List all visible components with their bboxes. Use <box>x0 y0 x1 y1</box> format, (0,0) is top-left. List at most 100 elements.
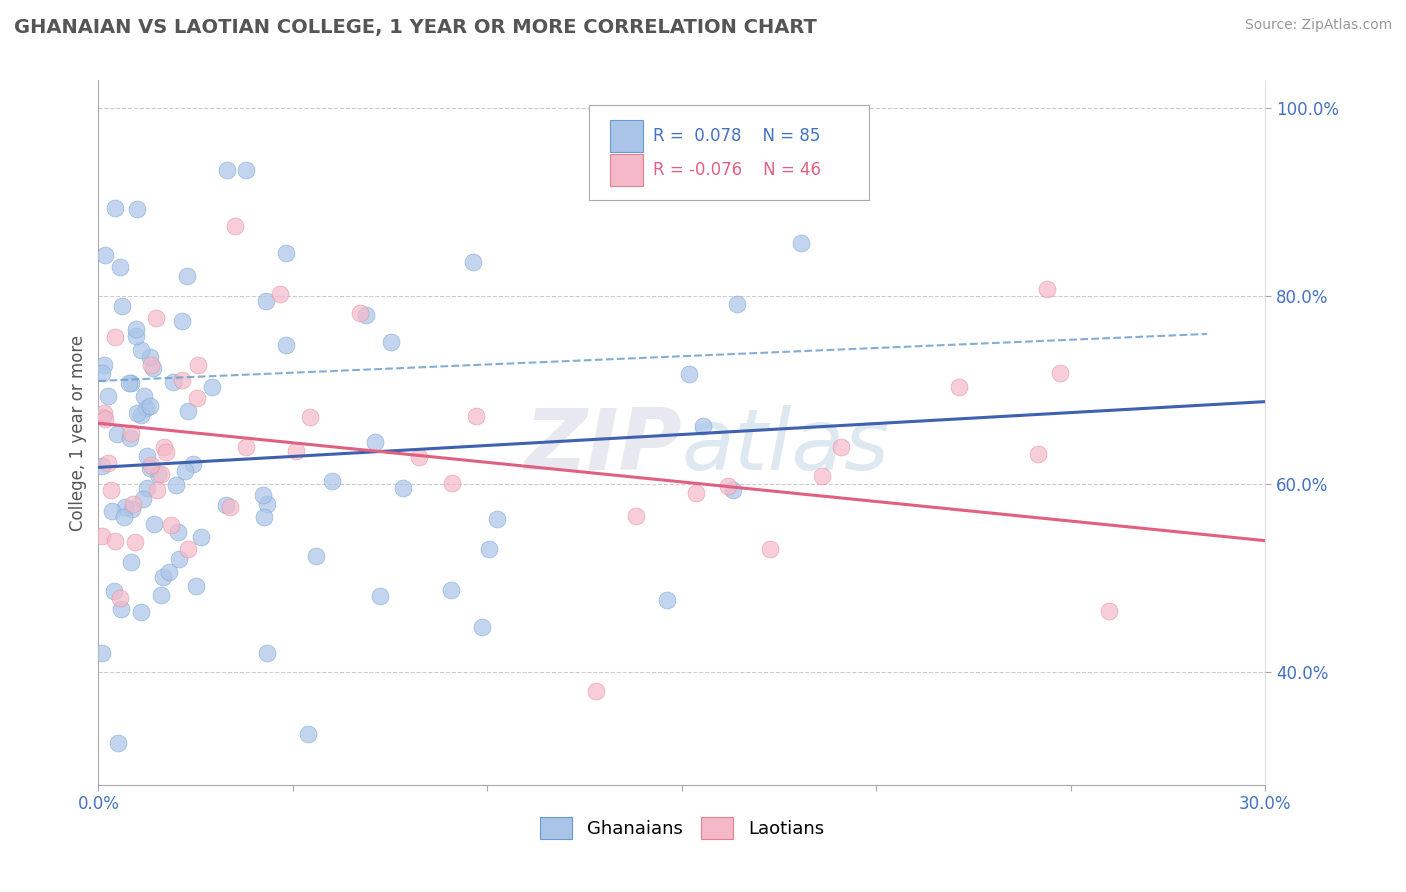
Point <box>139 358 162 372</box>
Point <box>297 727 319 741</box>
Point <box>252 488 274 502</box>
Point <box>132 388 155 402</box>
Point <box>157 565 180 579</box>
Point <box>149 467 172 482</box>
Point <box>269 287 291 301</box>
Point <box>380 334 402 349</box>
Point <box>486 512 509 526</box>
Point <box>131 409 153 423</box>
Legend: Ghanaians, Laotians: Ghanaians, Laotians <box>533 810 831 847</box>
Point <box>439 582 461 597</box>
Point <box>224 219 246 233</box>
Point <box>91 410 114 425</box>
Point <box>131 491 153 506</box>
Point <box>93 406 115 420</box>
Point <box>91 646 114 660</box>
Point <box>139 350 162 364</box>
Point <box>803 111 825 125</box>
Point <box>461 255 484 269</box>
Y-axis label: College, 1 year or more: College, 1 year or more <box>69 334 87 531</box>
Point <box>167 552 190 566</box>
Point <box>111 299 134 313</box>
Point <box>471 619 494 633</box>
Point <box>678 367 700 381</box>
Point <box>174 463 197 477</box>
Point <box>91 459 114 474</box>
Point <box>104 201 127 215</box>
FancyBboxPatch shape <box>589 105 869 200</box>
Point <box>129 605 152 619</box>
Point <box>253 510 276 524</box>
Point <box>692 418 714 433</box>
Point <box>146 467 169 482</box>
Point <box>256 497 278 511</box>
Point <box>186 392 208 406</box>
Point <box>101 504 124 518</box>
Point <box>110 260 132 274</box>
Point <box>121 497 143 511</box>
Point <box>948 380 970 394</box>
Point <box>165 477 187 491</box>
Point <box>441 476 464 491</box>
Point <box>811 469 834 483</box>
Point <box>107 736 129 750</box>
Point <box>152 440 174 454</box>
Point <box>685 485 707 500</box>
Point <box>177 542 200 557</box>
Point <box>125 202 148 216</box>
Point <box>321 475 343 489</box>
Point <box>114 500 136 514</box>
Point <box>108 591 131 605</box>
FancyBboxPatch shape <box>610 153 644 186</box>
Point <box>1028 447 1050 461</box>
Point <box>235 440 257 454</box>
Text: GHANAIAN VS LAOTIAN COLLEGE, 1 YEAR OR MORE CORRELATION CHART: GHANAIAN VS LAOTIAN COLLEGE, 1 YEAR OR M… <box>14 18 817 37</box>
Point <box>235 162 257 177</box>
Point <box>184 579 207 593</box>
Point <box>121 502 143 516</box>
Point <box>392 481 415 495</box>
Point <box>717 479 740 493</box>
Point <box>103 533 125 548</box>
Point <box>136 450 159 464</box>
Point <box>370 589 392 603</box>
Point <box>103 583 125 598</box>
Point <box>585 683 607 698</box>
Point <box>274 246 297 260</box>
Point <box>254 293 277 308</box>
Point <box>120 431 142 445</box>
Point <box>152 570 174 584</box>
Point <box>167 525 190 540</box>
Point <box>135 401 157 416</box>
Point <box>125 322 148 336</box>
Point <box>129 343 152 357</box>
Point <box>150 588 173 602</box>
Point <box>790 235 813 250</box>
Point <box>97 389 120 403</box>
Point <box>93 358 115 372</box>
Point <box>1049 366 1071 380</box>
Point <box>176 269 198 284</box>
Point <box>91 366 114 380</box>
Point <box>125 329 148 343</box>
Point <box>118 376 141 391</box>
Point <box>104 329 127 343</box>
Point <box>139 399 162 413</box>
Point <box>141 458 163 472</box>
Point <box>94 412 117 426</box>
Point <box>146 483 169 497</box>
Point <box>155 445 177 459</box>
Point <box>201 379 224 393</box>
Point <box>725 296 748 310</box>
Text: atlas: atlas <box>682 405 890 488</box>
Point <box>285 443 308 458</box>
Point <box>1098 604 1121 618</box>
FancyBboxPatch shape <box>610 120 644 153</box>
Point <box>464 409 486 423</box>
Text: Source: ZipAtlas.com: Source: ZipAtlas.com <box>1244 18 1392 32</box>
Point <box>139 461 162 475</box>
Point <box>655 593 678 607</box>
Point <box>305 549 328 564</box>
Point <box>170 314 193 328</box>
Point <box>170 373 193 387</box>
